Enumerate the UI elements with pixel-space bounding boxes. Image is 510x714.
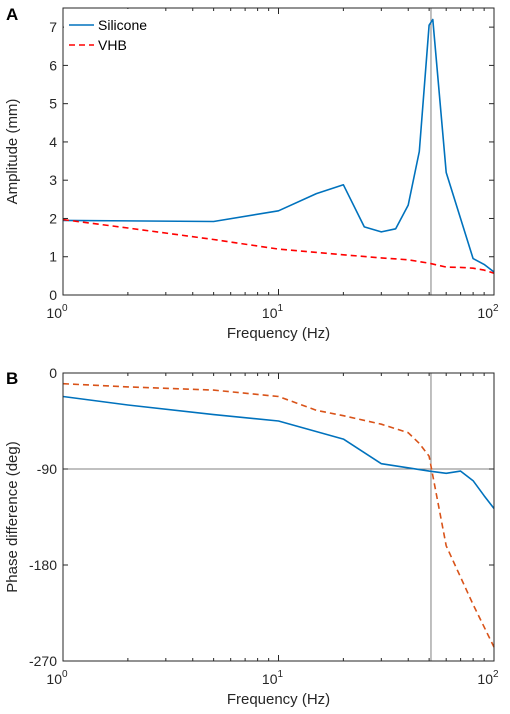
panel-letter: B [6,369,18,388]
y-tick-label: -270 [29,653,57,669]
x-tick-label: 100 [46,669,68,687]
chart-panel-a: A 0 1 2 3 4 5 6 7 100 101 102 Frequency (Hz) Amplitud… [4,5,499,342]
y-tick-label: -180 [29,557,57,573]
y-axis-label: Amplitude (mm) [4,99,21,205]
legend-label-silicone: Silicone [98,17,147,33]
legend-label-vhb: VHB [98,37,127,53]
x-tick-label: 102 [477,303,499,321]
x-axis-label: Frequency (Hz) [227,691,330,708]
y-tick-label: 1 [49,249,57,265]
y-tick-label: 7 [49,19,57,35]
y-tick-label: 3 [49,172,57,188]
y-tick-label: -90 [37,461,57,477]
plot-frame [62,372,495,662]
x-tick-label: 100 [46,303,68,321]
series-line-2 [62,382,495,648]
y-tick-label: 5 [49,96,57,112]
y-tick-label: 2 [49,210,57,226]
series-line-vhb [62,218,495,274]
series-line-silicone [62,18,495,273]
x-tick-label: 101 [262,669,284,687]
series-line-1 [62,395,495,509]
x-tick-label: 101 [262,303,284,321]
y-tick-label: 4 [49,134,57,150]
y-tick-label: 0 [49,287,57,303]
y-tick-label: 0 [49,365,57,381]
x-tick-label: 102 [477,669,499,687]
y-axis-label: Phase difference (deg) [4,441,21,593]
y-tick-label: 6 [49,57,57,73]
x-axis-label: Frequency (Hz) [227,325,330,342]
legend-box [64,9,144,57]
panel-letter: A [6,5,18,24]
